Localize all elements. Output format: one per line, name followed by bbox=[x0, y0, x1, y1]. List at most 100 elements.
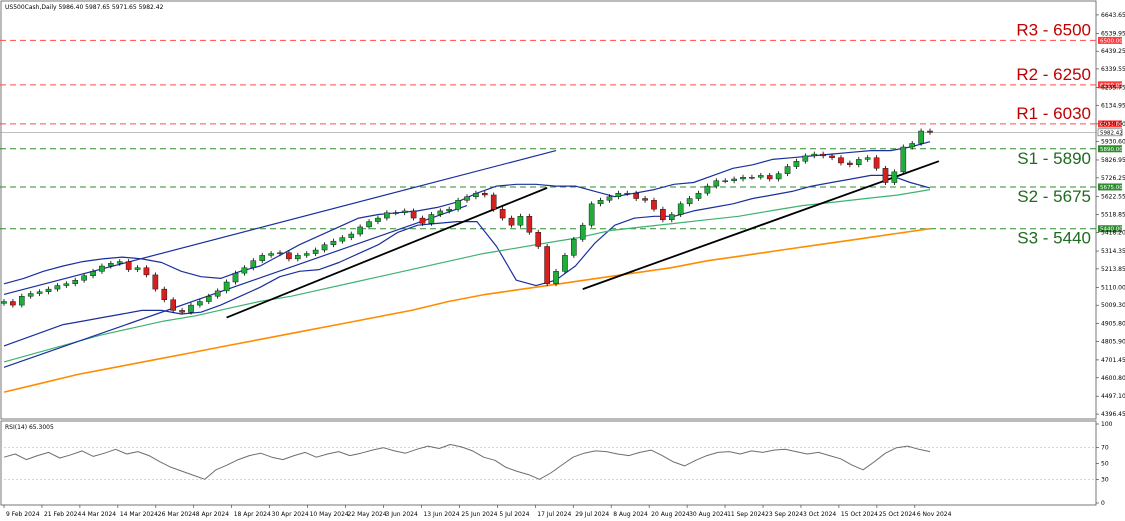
date-tick-label: 18 Apr 2024 bbox=[234, 511, 271, 518]
level-label: R3 - 6500 bbox=[1016, 20, 1091, 39]
level-labels: 6500.00 R3 - 6500 6250.00 R2 - 6250 6030.00 R… bbox=[1016, 20, 1123, 247]
candle-up bbox=[704, 185, 711, 194]
price-tick-label: 4905.80 bbox=[1101, 321, 1125, 328]
candle-up bbox=[375, 217, 381, 222]
price-tick-label: 6134.95 bbox=[1101, 102, 1125, 109]
level-label: S2 - 5675 bbox=[1017, 187, 1091, 206]
candle-down bbox=[829, 155, 835, 158]
candle-down bbox=[499, 208, 506, 219]
date-tick-label: 13 Jun 2024 bbox=[423, 511, 459, 518]
level-price-tag-label: 5675.00 bbox=[1100, 185, 1123, 191]
candle-down bbox=[535, 232, 542, 247]
candle-up bbox=[624, 192, 631, 195]
candle-up bbox=[455, 200, 461, 210]
price-tick-label: 5930.60 bbox=[1101, 139, 1125, 146]
candle-up bbox=[108, 263, 114, 267]
series-ma_long bbox=[3, 227, 931, 393]
last-price-tag bbox=[1097, 128, 1123, 137]
price-tick-label: 5213.85 bbox=[1101, 266, 1125, 273]
price-tick-label: 5622.55 bbox=[1101, 193, 1125, 200]
level-lines bbox=[0, 39, 1097, 230]
level-price-tag-label: 6030.00 bbox=[1100, 122, 1123, 128]
candle-up bbox=[19, 296, 25, 306]
candle-up bbox=[348, 233, 355, 238]
candle-up bbox=[241, 267, 248, 274]
rsi-tick-label: 70 bbox=[1101, 445, 1109, 452]
candle-up bbox=[330, 240, 337, 245]
candle-up bbox=[909, 143, 915, 148]
candle-up bbox=[758, 175, 764, 178]
price-tick-label: 4701.45 bbox=[1101, 357, 1125, 364]
date-tick-label: 6 Nov 2024 bbox=[917, 511, 952, 518]
level-label: S1 - 5890 bbox=[1017, 149, 1091, 168]
candle-down bbox=[179, 310, 185, 313]
price-tick-label: 5518.85 bbox=[1101, 212, 1125, 219]
candle-up bbox=[63, 283, 70, 286]
candle-up bbox=[597, 200, 604, 205]
rsi-panel-border bbox=[0, 420, 1097, 506]
candle-up bbox=[357, 226, 363, 235]
candle-up bbox=[321, 244, 328, 251]
price-tick-label: 5110.00 bbox=[1101, 284, 1125, 291]
price-tick-label: 5418.20 bbox=[1101, 230, 1125, 237]
date-tick-label: 11 Sep 2024 bbox=[727, 511, 765, 518]
candle-up bbox=[99, 265, 105, 272]
price-tick-label: 4805.90 bbox=[1101, 338, 1125, 345]
candle-up bbox=[259, 255, 266, 261]
candle-up bbox=[677, 203, 684, 215]
trend-line bbox=[3, 205, 468, 368]
date-tick-label: 20 Aug 2024 bbox=[651, 511, 690, 518]
candle-down bbox=[482, 192, 488, 196]
last-price-tag-label: 5982.42 bbox=[1100, 130, 1123, 136]
candle-down bbox=[125, 261, 132, 270]
candle-down bbox=[10, 301, 16, 306]
candle-up bbox=[90, 271, 96, 276]
level-price-tag-label: 6500.00 bbox=[1100, 38, 1123, 44]
candle-up bbox=[464, 196, 470, 201]
candle-up bbox=[232, 272, 239, 283]
candle-up bbox=[553, 271, 559, 284]
series-lower_band bbox=[3, 174, 931, 347]
level-price-tag-label: 6250.00 bbox=[1100, 83, 1123, 89]
candle-up bbox=[749, 176, 755, 179]
candle-up bbox=[855, 159, 862, 165]
date-tick-label: 8 Apr 2024 bbox=[196, 511, 229, 518]
candle-up bbox=[303, 253, 310, 256]
candle-up bbox=[401, 210, 408, 213]
candle-up bbox=[214, 290, 221, 297]
price-tick-label: 6030.00 bbox=[1101, 121, 1125, 128]
price-tick-label: 5009.30 bbox=[1101, 302, 1125, 309]
level-price-tag bbox=[1098, 145, 1122, 153]
candle-up bbox=[864, 157, 871, 160]
date-tick-label: 14 Mar 2024 bbox=[120, 511, 158, 518]
price-tick-label: 5726.25 bbox=[1101, 175, 1125, 182]
level-price-tag bbox=[1098, 225, 1122, 233]
date-tick-label: 4 Mar 2024 bbox=[82, 511, 116, 518]
candle-up bbox=[695, 192, 702, 199]
date-tick-label: 30 Apr 2024 bbox=[272, 511, 309, 518]
level-price-tag bbox=[1098, 81, 1122, 89]
candle-up bbox=[205, 296, 212, 302]
series-ma_mid bbox=[3, 189, 931, 363]
main-panel-border bbox=[0, 0, 1097, 420]
candle-up bbox=[891, 171, 898, 183]
candle-up bbox=[1, 301, 7, 304]
level-label: S3 - 5440 bbox=[1017, 229, 1091, 248]
level-price-tag bbox=[1098, 120, 1122, 128]
candle-up bbox=[384, 212, 390, 219]
candle-up bbox=[295, 255, 301, 260]
trend-line bbox=[582, 160, 940, 290]
candle-up bbox=[81, 275, 87, 281]
candle-up bbox=[392, 212, 399, 214]
candle-down bbox=[847, 162, 853, 165]
candle-up bbox=[45, 288, 52, 292]
rsi-tick-label: 50 bbox=[1101, 461, 1109, 468]
date-tick-label: 23 Sep 2024 bbox=[765, 511, 803, 518]
level-price-tag bbox=[1098, 183, 1122, 191]
candle-down bbox=[633, 192, 639, 199]
price-tick-label: 4600.80 bbox=[1101, 375, 1125, 382]
date-tick-label: 21 Feb 2024 bbox=[44, 511, 82, 518]
rsi-header: RSI(14) 65.3005 bbox=[5, 424, 54, 431]
candle-up bbox=[731, 178, 737, 181]
date-tick-label: 30 Aug 2024 bbox=[689, 511, 728, 518]
